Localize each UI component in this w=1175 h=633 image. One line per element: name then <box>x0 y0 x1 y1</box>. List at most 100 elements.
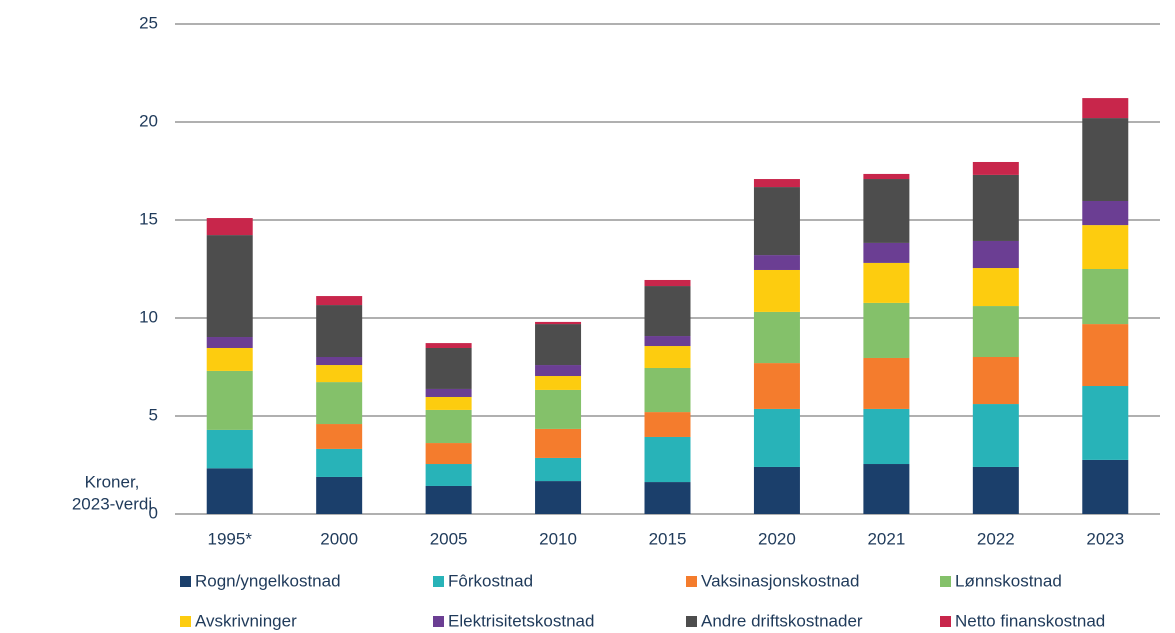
legend-label: Avskrivninger <box>195 611 297 630</box>
bar-segment <box>316 476 363 514</box>
bar-segment <box>535 428 582 458</box>
x-tick-label: 2023 <box>1086 529 1124 548</box>
bar-segment <box>206 235 253 338</box>
bar-segment <box>863 242 910 263</box>
bar-segment <box>1082 386 1129 460</box>
bar-segment <box>535 376 582 390</box>
legend-label: Lønnskostnad <box>955 571 1062 590</box>
bar-segment <box>644 346 691 368</box>
bar-segment <box>206 468 253 514</box>
bar-segment <box>863 179 910 243</box>
bar-segment <box>972 357 1019 405</box>
bar-segment <box>972 174 1019 241</box>
bar-segment <box>316 448 363 477</box>
bar-segment <box>863 302 910 358</box>
bar-segment <box>535 324 582 366</box>
y-tick-label: 0 <box>149 503 158 522</box>
bar-segment <box>425 464 472 486</box>
legend-label: Netto finanskostnad <box>955 611 1105 630</box>
legend-swatch <box>940 616 951 627</box>
bar-segment <box>425 343 472 348</box>
x-tick-label: 2010 <box>539 529 577 548</box>
bar-segment <box>1082 98 1129 119</box>
bar-segment <box>863 173 910 180</box>
x-tick-label: 2022 <box>977 529 1015 548</box>
bar-segment <box>206 429 253 469</box>
legend-swatch <box>433 616 444 627</box>
bar-segment <box>644 482 691 514</box>
legend-label: Vaksinasjonskostnad <box>701 571 859 590</box>
bar-segment <box>972 404 1019 467</box>
x-tick-label: 2005 <box>430 529 468 548</box>
bar-segment <box>535 389 582 429</box>
bar-segment <box>863 262 910 303</box>
legend-label: Rogn/yngelkostnad <box>195 571 341 590</box>
x-tick-label: 1995* <box>208 529 253 548</box>
bar-segment <box>753 363 800 409</box>
legend-swatch <box>940 576 951 587</box>
bar-segment <box>972 466 1019 514</box>
y-axis-label: 2023-verdi <box>72 494 152 513</box>
bar-segment <box>1082 269 1129 325</box>
bar-segment <box>425 388 472 397</box>
bar-segment <box>206 337 253 348</box>
legend-swatch <box>433 576 444 587</box>
legend-swatch <box>686 576 697 587</box>
bar-segment <box>972 240 1019 269</box>
bar-segment <box>644 286 691 337</box>
y-tick-label: 15 <box>139 209 158 228</box>
bar-segment <box>535 365 582 377</box>
x-tick-label: 2021 <box>867 529 905 548</box>
y-tick-label: 20 <box>139 111 158 130</box>
y-tick-label: 25 <box>139 13 158 32</box>
bar-segment <box>1082 459 1129 514</box>
bar-segment <box>863 464 910 514</box>
bar-segment <box>753 255 800 270</box>
bar-segment <box>644 279 691 287</box>
bar-segment <box>753 466 800 514</box>
legend-label: Andre driftskostnader <box>701 611 863 630</box>
bar-segment <box>644 336 691 347</box>
bar-segment <box>425 396 472 410</box>
bar-segment <box>425 409 472 444</box>
x-tick-label: 2020 <box>758 529 796 548</box>
bar-segment <box>644 436 691 483</box>
y-axis-label: Kroner, <box>85 472 140 491</box>
bar-segment <box>863 408 910 465</box>
bar-segment <box>535 321 582 325</box>
x-tick-label: 2015 <box>649 529 687 548</box>
y-tick-label: 5 <box>149 405 158 424</box>
bar-segment <box>1082 225 1129 269</box>
bar-segment <box>535 457 582 482</box>
bar-segment <box>316 296 363 306</box>
bar-segment <box>753 187 800 256</box>
bar-segment <box>1082 118 1129 201</box>
bar-segment <box>425 485 472 514</box>
legend-label: Fôrkostnad <box>448 571 533 590</box>
bar-segment <box>972 268 1019 307</box>
legend-swatch <box>180 616 191 627</box>
legend-swatch <box>180 576 191 587</box>
bar-segment <box>753 408 800 467</box>
bar-segment <box>316 357 363 366</box>
bar-segment <box>535 481 582 514</box>
bar-segment <box>972 161 1019 175</box>
bar-segment <box>316 305 363 358</box>
x-tick-label: 2000 <box>320 529 358 548</box>
bar-segment <box>753 179 800 188</box>
bar-segment <box>1082 200 1129 226</box>
bar-segment <box>316 382 363 425</box>
y-tick-label: 10 <box>139 307 158 326</box>
bar-segment <box>206 370 253 430</box>
bar-segment <box>753 269 800 312</box>
bar-segment <box>425 443 472 465</box>
bar-segment <box>206 218 253 236</box>
bar-segment <box>1082 324 1129 387</box>
bar-segment <box>644 367 691 413</box>
legend-swatch <box>686 616 697 627</box>
bar-segment <box>972 306 1019 358</box>
legend-label: Elektrisitetskostnad <box>448 611 594 630</box>
bar-segment <box>206 347 253 371</box>
